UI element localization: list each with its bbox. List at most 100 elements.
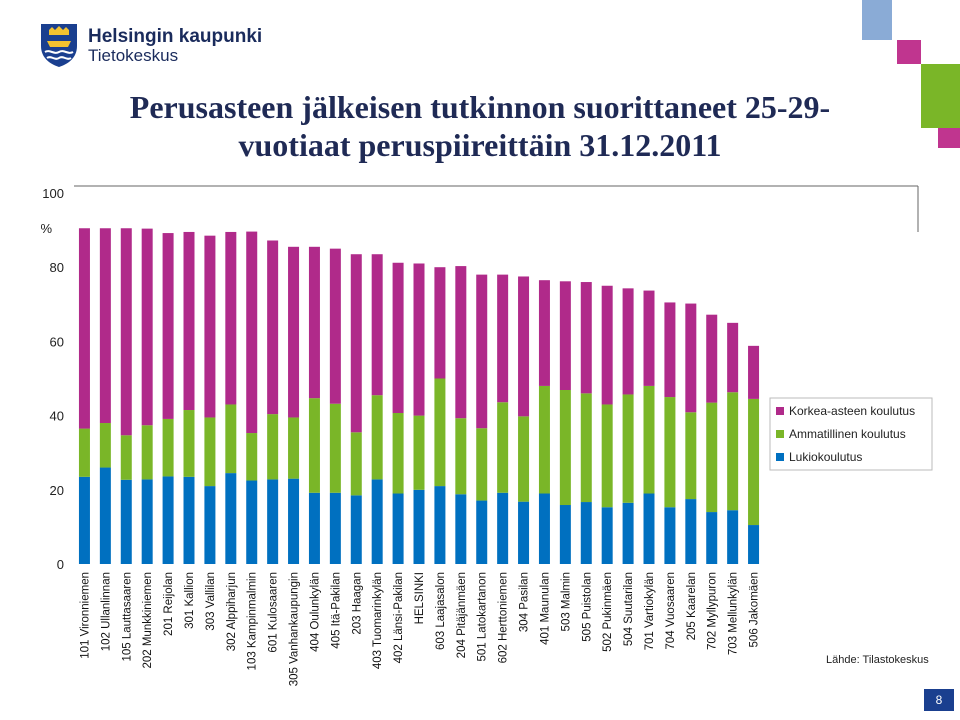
slide-title: Perusasteen jälkeisen tutkinnon suoritta… [60,88,900,164]
x-tick-label: 103 Kampinmalmin [247,572,259,670]
x-tick-label: 506 Jakomäen [749,572,761,647]
bar-ammatillinen-koulutus [434,378,446,487]
x-tick-label: 504 Suutarilan [623,572,635,646]
bar-lukiokoulutus [497,492,509,564]
bar-ammatillinen-koulutus [643,385,655,494]
bar-korkea-asteen-koulutus [643,290,655,386]
x-tick-label: 403 Tuomarinkylän [372,572,384,669]
bar-lukiokoulutus [183,476,195,564]
bar-korkea-asteen-koulutus [225,231,237,405]
bar-korkea-asteen-koulutus [413,263,425,416]
bar-korkea-asteen-koulutus [748,345,760,399]
x-tick-label: 702 Myllypuron [707,572,719,650]
bar-ammatillinen-koulutus [706,402,718,513]
x-tick-label: 302 Alppiharjun [226,572,238,651]
x-tick-label: 405 Itä-Pakilan [330,572,342,649]
legend-label: Ammatillinen koulutus [789,427,906,441]
y-tick-label: 20 [50,483,64,498]
bar-ammatillinen-koulutus [748,398,760,526]
bar-lukiokoulutus [559,505,571,564]
bar-ammatillinen-koulutus [225,404,237,474]
bar-ammatillinen-koulutus [162,418,174,477]
bar-korkea-asteen-koulutus [476,274,488,429]
x-tick-label: 105 Lauttasaaren [121,572,133,662]
bar-lukiokoulutus [685,499,697,564]
y-tick-label: 60 [50,334,64,349]
slide-title-line-1: Perusasteen jälkeisen tutkinnon suoritta… [129,89,831,125]
bar-korkea-asteen-koulutus [267,240,279,415]
bar-ammatillinen-koulutus [580,393,592,503]
bar-ammatillinen-koulutus [497,402,509,493]
bar-korkea-asteen-koulutus [78,228,90,429]
bar-ammatillinen-koulutus [685,412,697,500]
y-tick-label: 0 [57,557,64,572]
bar-lukiokoulutus [267,479,279,564]
bar-lukiokoulutus [538,493,550,564]
bar-lukiokoulutus [392,493,404,564]
x-tick-label: 404 Oulunkylän [309,572,321,652]
x-tick-label: 202 Munkkiniemen [142,572,154,669]
bar-lukiokoulutus [141,479,153,564]
x-tick-label: 305 Vanhankaupungin [289,572,301,686]
x-tick-label: 102 Ullanlinnan [100,572,112,651]
bar-ammatillinen-koulutus [601,404,613,508]
legend-swatch [776,453,784,461]
bar-lukiokoulutus [413,489,425,564]
bar-lukiokoulutus [434,486,446,564]
x-tick-label: 503 Malmin [560,572,572,631]
bar-lukiokoulutus [246,480,258,564]
bar-korkea-asteen-koulutus [455,266,467,419]
x-tick-label: 703 Mellunkylän [728,572,740,655]
bar-ammatillinen-koulutus [350,432,362,496]
x-tick-label: 602 Herttoniemen [498,572,510,663]
bar-lukiokoulutus [99,467,111,564]
bar-lukiokoulutus [518,501,530,564]
org-name: Helsingin kaupunki [88,26,263,47]
x-tick-label: 205 Kaarelan [686,572,698,640]
bar-lukiokoulutus [476,500,488,564]
x-tick-label: 601 Kulosaaren [268,572,280,653]
bar-korkea-asteen-koulutus [497,274,509,403]
bar-ammatillinen-koulutus [538,385,550,494]
bar-lukiokoulutus [727,510,739,564]
bar-lukiokoulutus [350,495,362,564]
y-tick-label: 40 [50,409,64,424]
bar-lukiokoulutus [664,507,676,564]
slide-title-line-2: vuotiaat peruspiireittäin 31.12.2011 [238,127,722,163]
corner-block-magenta-small [938,128,960,148]
bar-ammatillinen-koulutus [288,417,300,479]
org-unit: Tietokeskus [88,46,179,65]
bar-korkea-asteen-koulutus [246,231,258,434]
bar-ammatillinen-koulutus [559,390,571,506]
x-tick-label: 204 Pitäjänmäen [456,572,468,658]
y-tick-label: 100 [42,186,64,201]
x-tick-label: 701 Vartiokylän [644,572,656,650]
legend-box [769,397,933,471]
bar-ammatillinen-koulutus [392,413,404,494]
x-tick-label: 203 Haagan [351,572,363,635]
bar-lukiokoulutus [288,478,300,564]
bar-lukiokoulutus [643,493,655,564]
bar-ammatillinen-koulutus [455,418,467,495]
x-tick-label: 603 Laajasalon [435,572,447,650]
bar-lukiokoulutus [308,492,320,564]
bar-korkea-asteen-koulutus [329,248,341,404]
bar-ammatillinen-koulutus [141,425,153,480]
bar-korkea-asteen-koulutus [580,282,592,394]
bar-korkea-asteen-koulutus [622,288,634,395]
corner-block-blue [862,0,892,40]
bar-korkea-asteen-koulutus [371,254,383,396]
bar-ammatillinen-koulutus [413,415,425,490]
bar-ammatillinen-koulutus [664,397,676,508]
bar-ammatillinen-koulutus [267,414,279,480]
bar-korkea-asteen-koulutus [664,302,676,398]
bar-korkea-asteen-koulutus [601,285,613,405]
x-tick-label: 201 Reijolan [163,572,175,636]
x-tick-label: 402 Länsi-Pakilan [393,572,405,663]
x-tick-label: 301 Kallion [184,572,196,629]
bar-lukiokoulutus [329,492,341,564]
logo: Helsingin kaupunki Tietokeskus [36,18,296,78]
bar-ammatillinen-koulutus [120,435,132,480]
bar-korkea-asteen-koulutus [518,276,530,417]
bar-ammatillinen-koulutus [183,410,195,477]
